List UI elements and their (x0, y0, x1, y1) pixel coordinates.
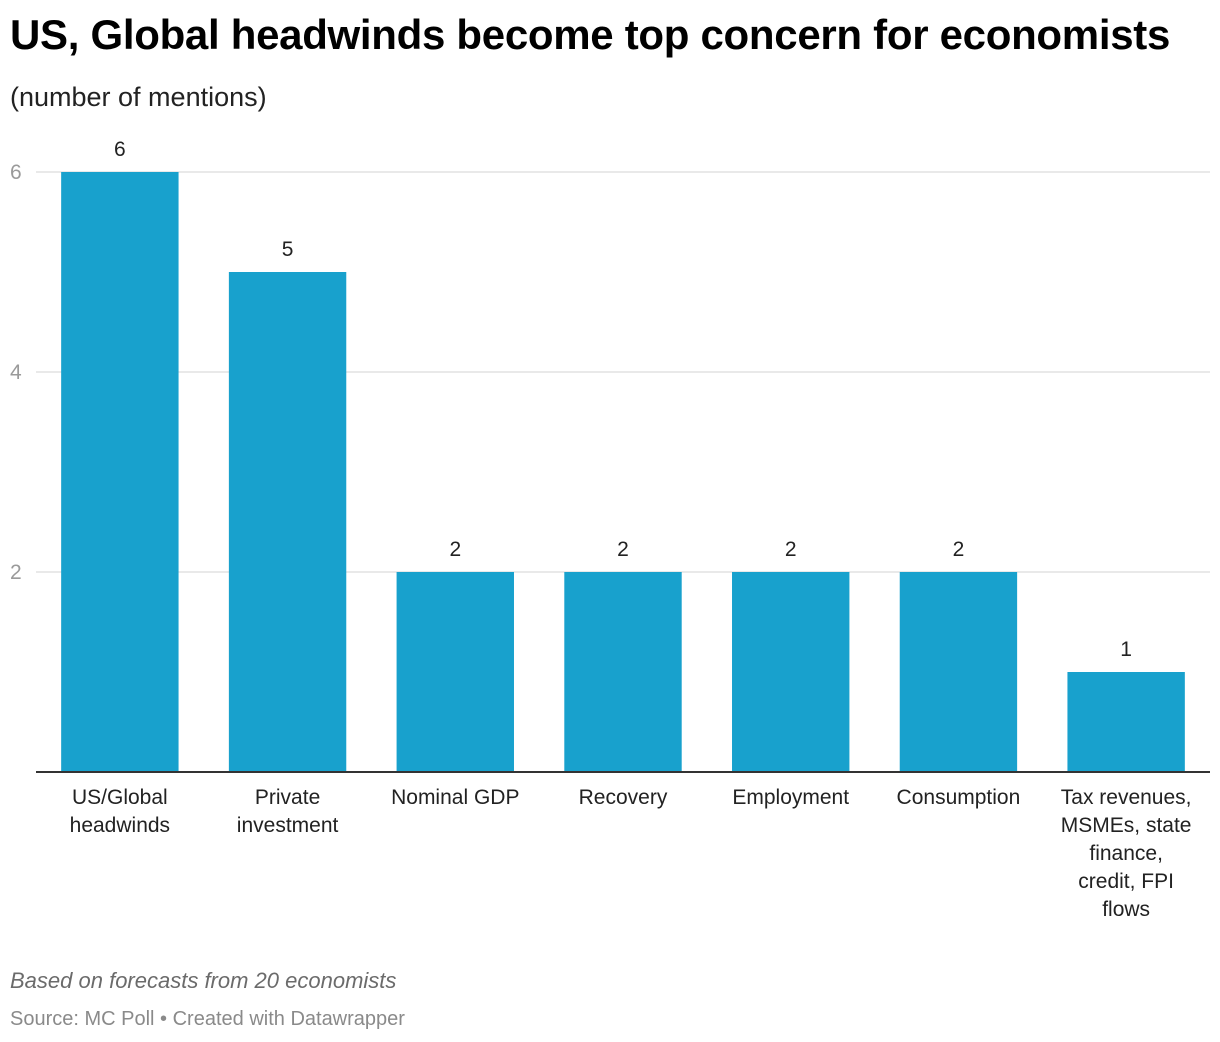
bar-6 (1067, 672, 1185, 772)
bar-0 (61, 172, 179, 772)
bar-5 (899, 572, 1018, 772)
category-label-0: US/Global headwinds (70, 786, 170, 837)
value-label-3: 2 (617, 538, 629, 561)
category-label-5: Consumption (897, 786, 1021, 809)
category-label-1: Private investment (237, 786, 339, 837)
y-tick-label-6: 6 (10, 161, 22, 184)
bar-2 (396, 572, 514, 772)
y-tick-label-4: 4 (10, 361, 22, 384)
category-label-6: Tax revenues, MSMEs, state finance, credit,… (1061, 786, 1192, 921)
category-label-3: Recovery (579, 786, 668, 809)
value-label-0: 6 (114, 138, 126, 161)
category-label-4: Employment (732, 786, 849, 809)
bar-1 (228, 272, 347, 772)
value-label-6: 1 (1120, 638, 1132, 661)
bar-chart: 2 4 6 6 US/Global headwinds 5 Private investment… (10, 138, 1210, 921)
value-label-1: 5 (282, 238, 294, 261)
chart-subtitle: (number of mentions) (10, 82, 267, 112)
value-label-4: 2 (785, 538, 797, 561)
bar-4 (732, 572, 850, 772)
category-label-2: Nominal GDP (391, 786, 519, 809)
chart-source: Source: MC Poll • Created with Datawrapp… (10, 1008, 405, 1030)
bar-3 (564, 572, 682, 772)
y-tick-label-2: 2 (10, 561, 22, 584)
value-label-5: 2 (953, 538, 965, 561)
value-label-2: 2 (449, 538, 461, 561)
chart-notes: Based on forecasts from 20 economists (10, 968, 397, 993)
chart-title: US, Global headwinds become top concern … (10, 11, 1171, 58)
